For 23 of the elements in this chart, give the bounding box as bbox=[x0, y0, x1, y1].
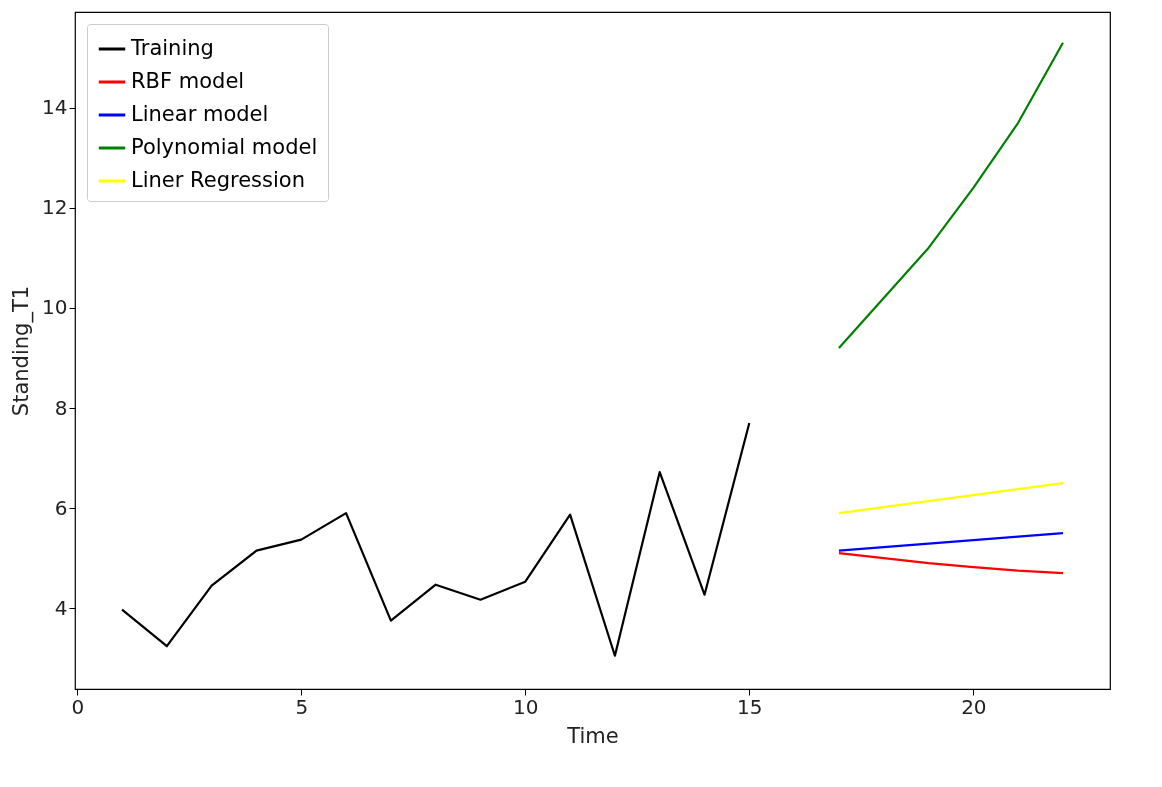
x-tick-label: 5 bbox=[295, 694, 309, 719]
legend-label: Polynomial model bbox=[131, 135, 318, 159]
y-axis-title: Standing_T1 bbox=[9, 285, 35, 417]
line-series bbox=[837, 482, 1065, 515]
line-series bbox=[120, 421, 751, 657]
x-axis-title: Time bbox=[566, 723, 619, 748]
x-tick-label: 20 bbox=[961, 694, 987, 719]
y-tick-label: 8 bbox=[54, 395, 68, 420]
y-tick-label: 4 bbox=[54, 595, 68, 620]
line-series bbox=[837, 552, 1065, 575]
y-tick-label: 12 bbox=[42, 195, 68, 220]
x-tick-label: 15 bbox=[737, 694, 763, 719]
y-tick-label: 10 bbox=[42, 295, 68, 320]
legend-label: Liner Regression bbox=[131, 168, 305, 192]
line-series bbox=[837, 532, 1065, 552]
x-tick-label: 0 bbox=[71, 694, 85, 719]
legend-label: Training bbox=[130, 36, 214, 60]
legend-label: RBF model bbox=[131, 69, 245, 93]
x-tick-label: 10 bbox=[513, 694, 539, 719]
line-series bbox=[837, 41, 1065, 350]
legend-label: Linear model bbox=[131, 102, 269, 126]
y-tick-label: 14 bbox=[42, 95, 68, 120]
y-tick-label: 6 bbox=[54, 495, 68, 520]
